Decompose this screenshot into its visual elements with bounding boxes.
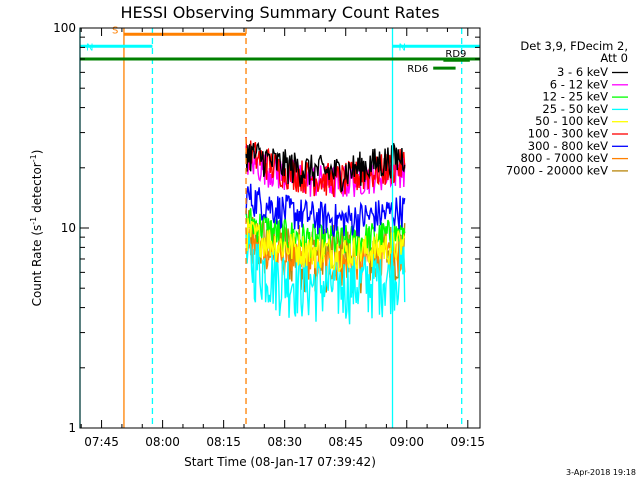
x-tick-label-6: 09:00 [389, 435, 424, 449]
legend-label-6: 100 - 300 keV [528, 127, 608, 141]
x-tick-label-2: 08:00 [145, 435, 180, 449]
y-tick-label-2: 10 [61, 221, 76, 235]
legend-label-3: 12 - 25 keV [542, 90, 608, 104]
legend-label-5: 50 - 100 keV [535, 114, 608, 128]
legend-label-9: 7000 - 20000 keV [506, 163, 608, 177]
x-tick-label-7: 09:15 [450, 435, 485, 449]
flag-label-6: RD9 [445, 49, 466, 60]
x-tick-label-4: 08:30 [267, 435, 302, 449]
flag-label-1: S [112, 25, 118, 36]
legend-label-8: 800 - 7000 keV [520, 151, 608, 165]
x-tick-label-1: 07:45 [84, 435, 119, 449]
legend-label-1: 3 - 6 keV [557, 65, 608, 79]
y-tick-label-3: 100 [53, 21, 76, 35]
series-line-3 [245, 208, 406, 259]
x-axis-label: Start Time (08-Jan-17 07:39:42) [184, 455, 376, 469]
legend-label-2: 6 - 12 keV [550, 77, 608, 91]
legend-header-line1: Det 3,9, FDecim 2, [520, 39, 628, 53]
y-tick-label-1: 1 [68, 421, 76, 435]
flag-label-5: RD6 [407, 64, 428, 75]
series-line-5 [245, 218, 406, 273]
series-line-6 [245, 136, 406, 197]
data-layer [245, 136, 406, 325]
legend-header-line2: Att 0 [600, 51, 628, 65]
y-axis-label-end: ) [30, 150, 44, 155]
flag-label-2: N [86, 42, 93, 53]
legend-label-7: 300 - 800 keV [528, 139, 608, 153]
series-line-7 [245, 183, 406, 237]
y-axis-label: Count Rate (s-1 detector-1) [29, 150, 44, 307]
y-axis-label-sup1: -1 [29, 217, 38, 225]
tick-layer: 07:45 08:00 08:15 08:30 08:45 09:00 09:15 1 10 10… [53, 21, 485, 449]
series-line-4 [245, 233, 406, 325]
footer-timestamp: 3-Apr-2018 19:18 [566, 468, 636, 477]
x-tick-label-3: 08:15 [206, 435, 241, 449]
legend-label-4: 25 - 50 keV [542, 102, 608, 116]
series-line-1 [245, 141, 406, 193]
y-axis-label-mid: detector [30, 162, 44, 217]
y-axis-label-main: Count Rate (s [30, 225, 44, 307]
chart-title: HESSI Observing Summary Count Rates [120, 3, 439, 22]
x-tick-label-5: 08:45 [328, 435, 363, 449]
flag-label-3: N [399, 42, 406, 53]
y-axis-label-sup2: -1 [29, 154, 38, 162]
